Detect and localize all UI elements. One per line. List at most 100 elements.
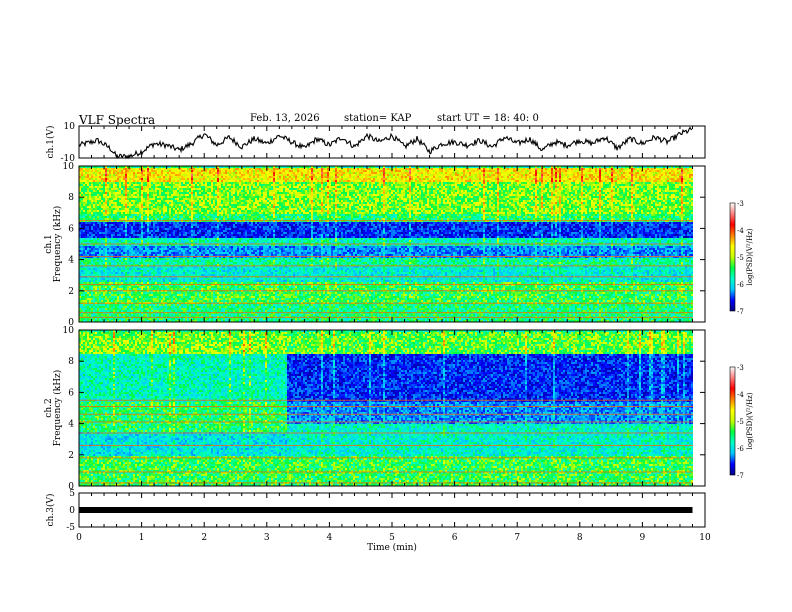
spectrogram-cell [91,190,93,192]
spectrogram-cell [97,168,99,170]
spectrogram-cell [91,208,93,210]
spectrogram-cell [89,168,91,170]
spectrogram-cell [87,230,89,232]
spectrogram-cell [103,186,105,188]
spectrogram-cell [81,214,83,216]
spectrogram-cell [103,272,105,274]
spectrogram-cell [85,174,87,176]
spectrogram-cell [89,304,91,306]
spectrogram-cell [101,240,103,242]
spectrogram-cell [95,230,97,232]
spectrogram-cell [103,248,105,250]
spectrogram-cell [99,308,101,310]
spectrogram-cell [85,218,87,220]
spectrogram-cell [99,278,101,280]
spectrogram-cell [81,218,83,220]
spectrogram-cell [99,246,101,248]
spectrogram-cell [103,214,105,216]
spectrogram-cell [81,280,83,282]
spectrogram-cell [97,308,99,310]
spectrogram-cell [83,214,85,216]
spectrogram-cell [89,186,91,188]
spectrogram-cell [89,188,91,190]
spectrogram-cell [95,278,97,280]
spectrogram-cell [87,232,89,234]
spectrogram-cell [101,282,103,284]
spectrogram-cell [89,228,91,230]
spectrogram-cell [95,200,97,202]
spectrogram-cell [93,246,95,248]
spectrogram-cell [99,250,101,252]
spectrogram-cell [93,234,95,236]
spectrogram-cell [83,248,85,250]
spectrogram-cell [105,282,107,284]
spectrogram-cell [93,292,95,294]
spectrogram-cell [99,260,101,262]
spectrogram-cell [85,188,87,190]
spectrogram-cell [83,204,85,206]
spectrogram-cell [83,200,85,202]
spectrogram-cell [99,178,101,180]
spectrogram-cell [87,188,89,190]
spectrogram-cell [101,258,103,260]
spectrogram-cell [99,292,101,294]
spectrogram-cell [83,246,85,248]
spectrogram-cell [105,278,107,280]
spectrogram-cell [87,198,89,200]
spectrogram-cell [99,300,101,302]
spectrogram-cell [87,186,89,188]
spectrogram-cell [99,208,101,210]
spectrogram-cell [101,286,103,288]
spectrogram-cell [97,222,99,224]
spectrogram-cell [103,224,105,226]
spectrogram-cell [99,236,101,238]
spectrogram-cell [105,210,107,212]
spectrogram-cell [103,292,105,294]
spectrogram-cell [91,236,93,238]
spectrogram-cell [105,274,107,276]
spectrogram-cell [103,212,105,214]
spectrogram-cell [103,194,105,196]
spectrogram-cell [105,294,107,296]
spectrogram-cell [103,300,105,302]
spectrogram-cell [91,296,93,298]
spectrogram-cell [105,232,107,234]
spectrogram-cell [91,202,93,204]
spectrogram-cell [83,180,85,182]
spectrogram-cell [91,240,93,242]
spectrogram-cell [101,178,103,180]
spectrogram-cell [89,204,91,206]
spectrogram-cell [95,210,97,212]
spectrogram-cell [99,274,101,276]
spectrogram-cell [105,202,107,204]
spectrogram-cell [85,308,87,310]
spectrogram-cell [89,230,91,232]
spectrogram-cell [103,174,105,176]
spectrogram-cell [89,182,91,184]
spectrogram-cell [93,196,95,198]
spectrogram-cell [97,306,99,308]
spectrogram-cell [93,272,95,274]
spectrogram-cell [83,178,85,180]
spectrogram-cell [97,218,99,220]
spectrogram-cell [103,286,105,288]
spectrogram-cell [101,204,103,206]
spectrogram-cell [89,212,91,214]
spectrogram-cell [83,170,85,172]
spectrogram-cell [93,198,95,200]
spectrogram-cell [89,254,91,256]
spectrogram-cell [87,174,89,176]
spectrogram-cell [91,224,93,226]
spectrogram-cell [81,200,83,202]
spectrogram-cell [95,196,97,198]
spectrogram-cell [83,272,85,274]
spectrogram-cell [105,168,107,170]
spectrogram-cell [91,314,93,316]
spectrogram-cell [97,240,99,242]
spectrogram-cell [99,230,101,232]
spectrogram-cell [87,190,89,192]
spectrogram-cell [97,270,99,272]
spectrogram-cell [83,254,85,256]
spectrogram-cell [91,228,93,230]
spectrogram-cell [93,260,95,262]
